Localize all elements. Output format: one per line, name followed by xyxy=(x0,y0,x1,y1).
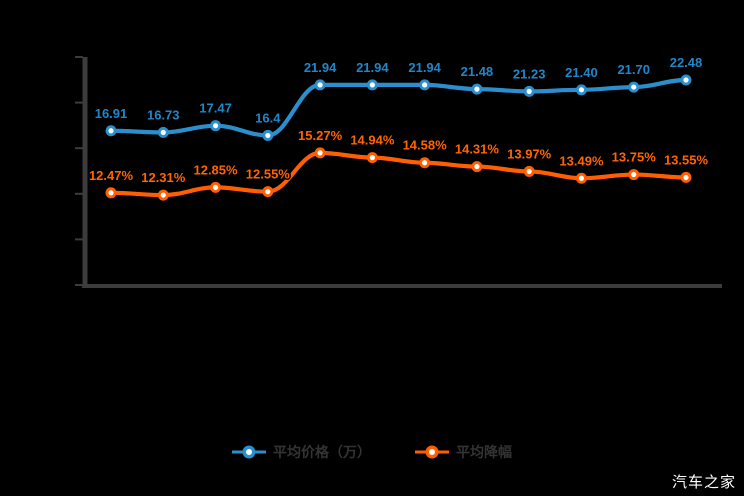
data-point-label: 13.55% xyxy=(664,152,709,167)
data-point-label: 12.55% xyxy=(246,167,291,182)
data-point-label: 13.49% xyxy=(559,153,604,168)
data-point-label: 12.31% xyxy=(141,170,186,185)
line-series-marker-icon xyxy=(415,445,449,459)
data-point-label: 15.27% xyxy=(298,128,343,143)
data-point-label: 21.94 xyxy=(304,60,337,75)
data-point-label: 16.4 xyxy=(255,110,281,125)
legend-item-average-discount[interactable]: 平均降幅 xyxy=(415,442,512,462)
legend-label-average-discount: 平均降幅 xyxy=(456,444,512,460)
data-point-label: 21.94 xyxy=(408,60,441,75)
data-point-label: 16.73 xyxy=(147,107,180,122)
legend-label-average-price: 平均价格（万） xyxy=(273,444,371,460)
data-point-label: 14.94% xyxy=(350,133,395,148)
data-point-label: 21.70 xyxy=(617,62,650,77)
data-point-label: 21.40 xyxy=(565,65,598,80)
watermark-autohome: 汽车之家 xyxy=(655,469,744,493)
data-point-label: 17.47 xyxy=(199,101,232,116)
data-point-label: 13.75% xyxy=(612,150,657,165)
data-point-label: 14.31% xyxy=(455,142,500,157)
data-point-label: 14.58% xyxy=(403,138,448,153)
watermark-text: 汽车之家 xyxy=(671,473,736,491)
chart-legend: 平均价格（万） 平均降幅 xyxy=(0,440,744,464)
data-point-label: 22.48 xyxy=(670,55,703,70)
data-point-label: 13.97% xyxy=(507,146,552,161)
data-point-label: 21.48 xyxy=(461,64,494,79)
legend-item-average-price[interactable]: 平均价格（万） xyxy=(232,442,371,462)
data-point-label: 21.94 xyxy=(356,60,389,75)
data-point-label: 21.23 xyxy=(513,66,546,81)
data-point-label: 12.85% xyxy=(193,162,238,177)
data-point-label: 12.47% xyxy=(89,168,134,183)
line-series-marker-icon xyxy=(232,445,266,459)
data-point-label: 16.91 xyxy=(95,106,128,121)
